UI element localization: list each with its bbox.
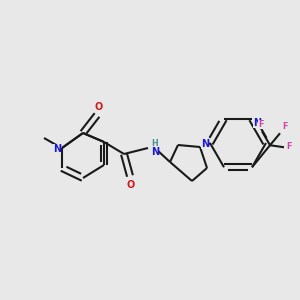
- Text: N: N: [253, 118, 261, 128]
- Text: O: O: [95, 102, 103, 112]
- Text: F: F: [282, 122, 288, 131]
- Text: N: N: [151, 147, 159, 157]
- Text: N: N: [201, 139, 209, 149]
- Text: O: O: [127, 180, 135, 190]
- Text: N: N: [53, 144, 61, 154]
- Text: F: F: [286, 142, 292, 151]
- Text: F: F: [258, 120, 264, 129]
- Text: H: H: [152, 139, 158, 148]
